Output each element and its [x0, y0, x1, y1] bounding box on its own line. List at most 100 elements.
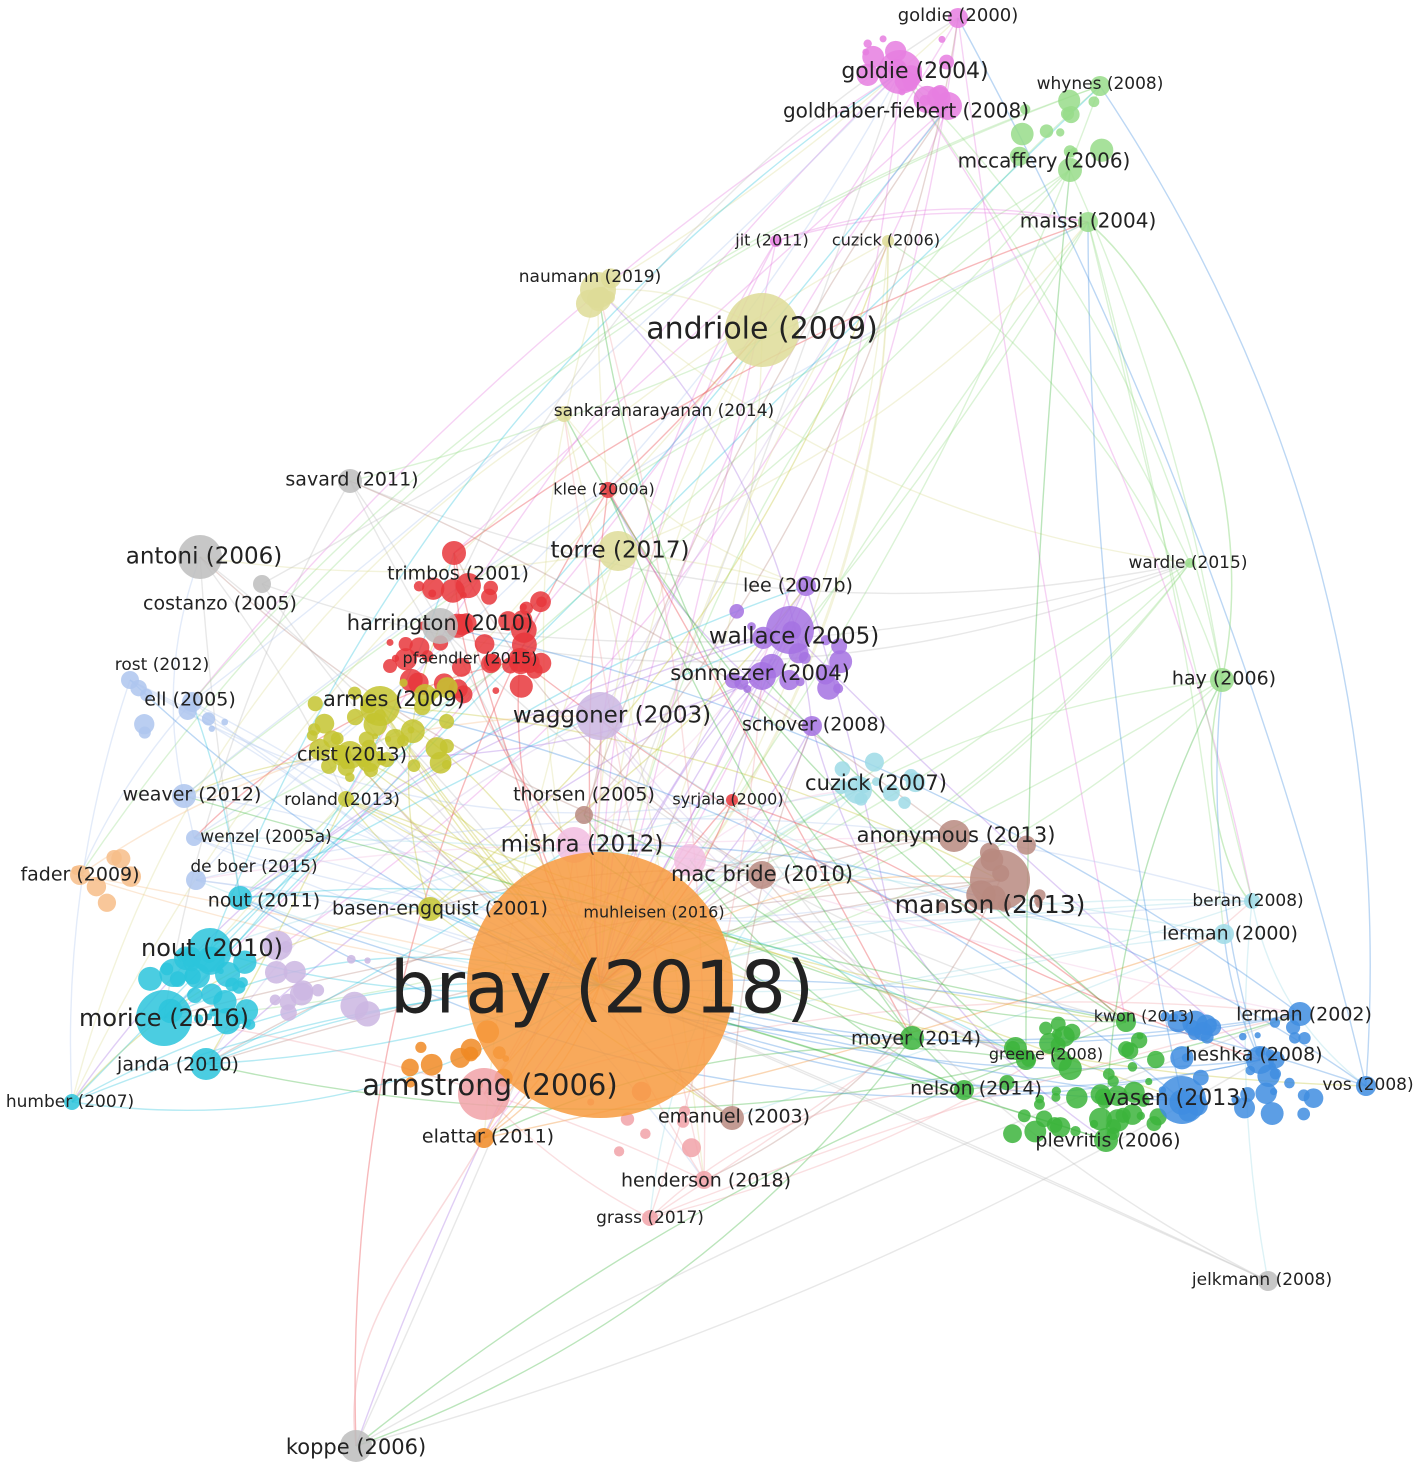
edge [887, 240, 1223, 681]
edge [1216, 679, 1261, 1061]
bubble [483, 580, 498, 596]
node-label: maissi (2004) [1020, 209, 1157, 233]
edge [353, 1137, 485, 1447]
bubble [1016, 835, 1036, 855]
node [720, 1106, 744, 1130]
bubble [233, 950, 257, 974]
bubble [279, 993, 297, 1011]
bubble [413, 684, 437, 707]
bubble [425, 737, 448, 760]
bubble [1136, 1032, 1144, 1040]
bubble [936, 902, 946, 912]
node-label: anonymous (2013) [857, 823, 1056, 847]
edge [563, 413, 807, 587]
bubble [140, 688, 153, 702]
edge [617, 221, 1089, 552]
bubble [1107, 1075, 1119, 1087]
node-label: lerman (2000) [1162, 923, 1298, 945]
bubble [384, 728, 406, 750]
bubble [1270, 1087, 1278, 1096]
node-label: whynes (2008) [1037, 74, 1164, 94]
node-label: wallace (2005) [709, 624, 879, 650]
node [190, 1048, 222, 1080]
bubble [512, 610, 533, 630]
edge [439, 625, 1301, 1015]
edge [79, 701, 193, 876]
node-label: nelson (2014) [910, 1078, 1042, 1100]
node-label: lee (2007b) [743, 575, 853, 597]
node-label: klee (2000a) [553, 480, 655, 499]
edge [599, 105, 949, 986]
node [802, 716, 822, 736]
node-label: greene (2008) [989, 1045, 1103, 1064]
node-label: goldie (2004) [841, 59, 988, 84]
edge [617, 550, 807, 587]
edge [71, 413, 565, 1103]
node-label: vasen (2013) [1103, 1086, 1249, 1111]
bubble [1107, 1085, 1128, 1106]
node [695, 1171, 713, 1189]
bubble [376, 756, 387, 766]
node [1058, 158, 1082, 182]
node-label: goldhaber-fiebert (2008) [783, 99, 1029, 123]
edge [519, 659, 1261, 1061]
bubble [1097, 1094, 1112, 1109]
node [1078, 212, 1098, 232]
edge [1087, 221, 1183, 1101]
node-label: mishra (2012) [501, 832, 664, 858]
edge [1251, 900, 1367, 1087]
node [878, 50, 922, 94]
bubble [1297, 1107, 1311, 1121]
node-label: bray (2018) [390, 946, 814, 1030]
bubble [898, 796, 911, 809]
bubble [1003, 1124, 1022, 1144]
node [1246, 1046, 1274, 1074]
bubble [1010, 122, 1034, 146]
edge [731, 799, 1269, 1282]
bubble [729, 604, 745, 619]
bubble [232, 1010, 246, 1025]
edge [199, 550, 619, 573]
bubble [864, 752, 884, 772]
bubble [409, 637, 430, 658]
edge [775, 212, 1089, 242]
node-label: heshka (2008) [1185, 1044, 1322, 1066]
node [418, 897, 442, 921]
edge [239, 169, 1071, 899]
edge [191, 701, 241, 899]
bubble [820, 635, 831, 646]
bubble [1070, 1125, 1081, 1137]
bubble [678, 1105, 691, 1117]
bubbles [64, 8, 1376, 1462]
bubble [1058, 1056, 1082, 1081]
node [186, 870, 206, 890]
node-label: wardle (2015) [1129, 553, 1248, 573]
bubble [919, 94, 931, 106]
node [1158, 1076, 1206, 1124]
node [64, 1094, 80, 1110]
edge [195, 817, 1253, 902]
bubble [394, 648, 417, 671]
bubble [201, 712, 216, 726]
node [178, 535, 222, 579]
bubble [454, 685, 473, 704]
node [770, 235, 782, 247]
edge [172, 556, 201, 797]
node-label: savard (2011) [285, 469, 418, 491]
bubble [450, 1047, 471, 1068]
node [882, 235, 894, 247]
bubble [1039, 1021, 1053, 1035]
node-label: pfaendler (2015) [403, 649, 538, 668]
bubble [1090, 138, 1114, 162]
bubble [451, 657, 471, 677]
edge [191, 85, 1101, 703]
bubble [323, 730, 341, 748]
edge [209, 789, 859, 951]
node-label: fader (2009) [20, 864, 139, 886]
node [458, 1068, 510, 1120]
edge [69, 679, 131, 1103]
edge [775, 208, 1089, 242]
edge [261, 413, 565, 585]
edge [239, 629, 791, 899]
bubble [314, 713, 335, 734]
